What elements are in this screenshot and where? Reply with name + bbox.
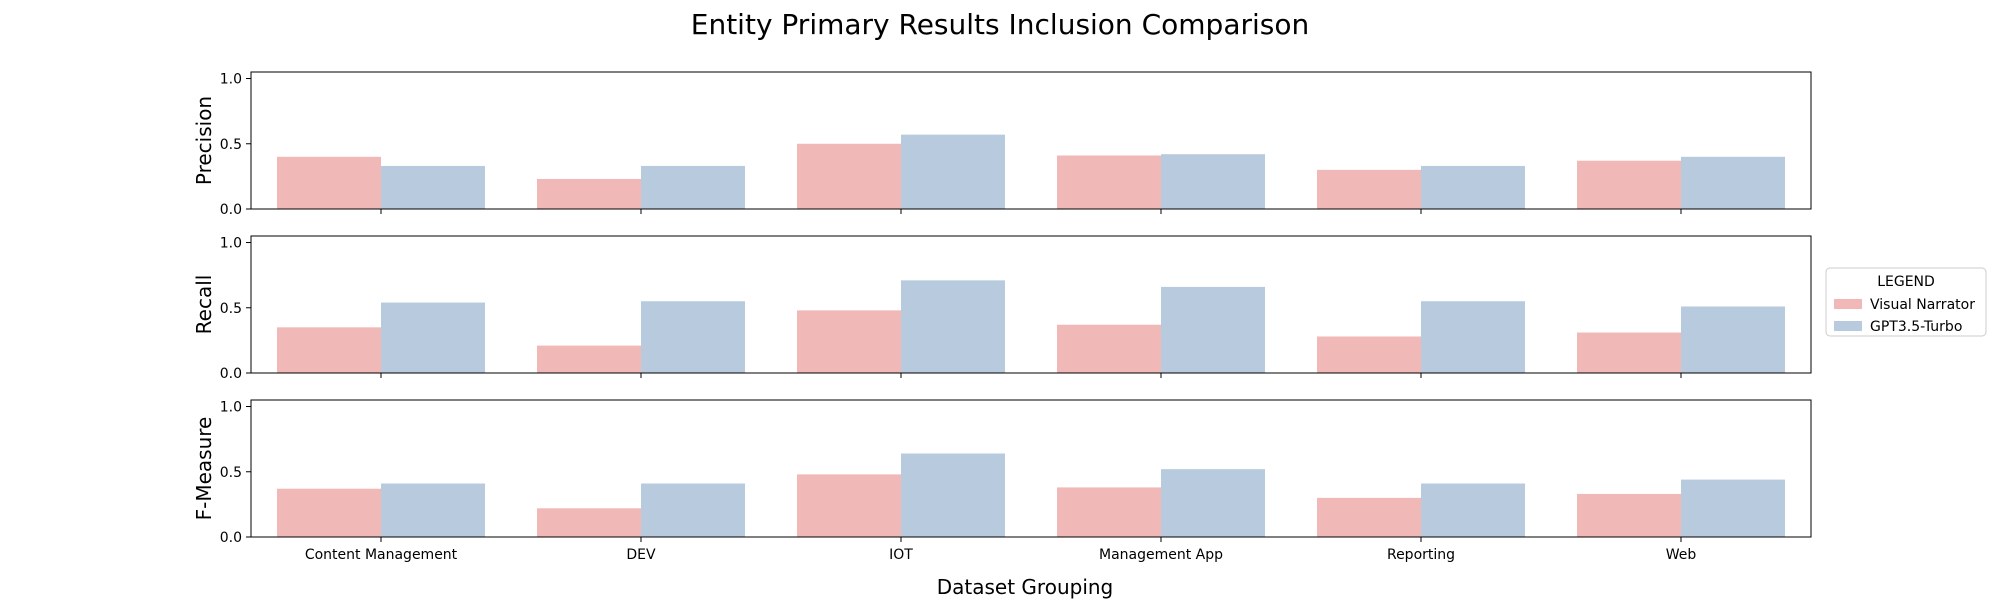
subplot-f-measure: 0.0 0.5 1.0F-Measure bbox=[192, 399, 1812, 546]
subplot-panels: 0.00.51.0Precision0.00.51.0Recall0.00.51… bbox=[192, 71, 1812, 563]
bar-recall-visual-narrator-content-management bbox=[277, 327, 381, 373]
bar-f-measure-gpt3-5-turbo-web bbox=[1681, 479, 1785, 537]
bar-f-measure-gpt3-5-turbo-dev bbox=[641, 483, 745, 537]
axes-frame-recall bbox=[250, 235, 1812, 374]
y-tick-label: 0.5 bbox=[220, 465, 242, 481]
bar-recall-gpt3-5-turbo-reporting bbox=[1421, 301, 1525, 373]
bar-precision-gpt3-5-turbo-content-management bbox=[381, 165, 485, 209]
bar-precision-gpt3-5-turbo-reporting bbox=[1421, 165, 1525, 209]
y-tick-label: 1.0 bbox=[220, 72, 242, 88]
y-tick-label: 0.5 bbox=[220, 301, 242, 317]
chart-title: Entity Primary Results Inclusion Compari… bbox=[691, 8, 1309, 41]
bar-recall-gpt3-5-turbo-management-app bbox=[1161, 286, 1265, 373]
bar-f-measure-visual-narrator-web bbox=[1577, 493, 1681, 537]
legend: LEGEND Visual Narrator GPT3.5-Turbo bbox=[1825, 267, 1987, 337]
bar-precision-visual-narrator-web bbox=[1577, 160, 1681, 209]
bar-recall-gpt3-5-turbo-dev bbox=[641, 301, 745, 373]
y-axis-label-precision: Precision bbox=[192, 96, 216, 185]
bar-recall-gpt3-5-turbo-content-management bbox=[381, 302, 485, 373]
legend-box bbox=[1825, 267, 1987, 337]
x-tick-label-dev: DEV bbox=[626, 547, 656, 563]
bar-precision-visual-narrator-iot bbox=[797, 143, 901, 209]
bar-precision-gpt3-5-turbo-management-app bbox=[1161, 154, 1265, 209]
axes-frame-f-measure bbox=[250, 399, 1812, 538]
legend-label-visual-narrator: Visual Narrator bbox=[1870, 297, 1975, 313]
subplot-recall: 0.0 0.5 1.0 Recall bbox=[192, 235, 1812, 382]
bar-f-measure-visual-narrator-reporting bbox=[1317, 497, 1421, 537]
legend-label-gpt3-5-turbo: GPT3.5-Turbo bbox=[1870, 319, 1962, 335]
y-tick-label: 0.0 bbox=[220, 366, 242, 382]
bar-precision-visual-narrator-dev bbox=[537, 178, 641, 209]
bar-recall-visual-narrator-dev bbox=[537, 345, 641, 373]
bar-f-measure-visual-narrator-dev bbox=[537, 508, 641, 537]
y-tick-label: 0.0 bbox=[220, 202, 242, 218]
bar-f-measure-gpt3-5-turbo-reporting bbox=[1421, 483, 1525, 537]
bar-f-measure-gpt3-5-turbo-content-management bbox=[381, 483, 485, 537]
bar-recall-gpt3-5-turbo-web bbox=[1681, 306, 1785, 373]
bar-precision-visual-narrator-content-management bbox=[277, 156, 381, 209]
bar-f-measure-visual-narrator-management-app bbox=[1057, 487, 1161, 537]
bar-precision-gpt3-5-turbo-dev bbox=[641, 165, 745, 209]
bar-recall-visual-narrator-web bbox=[1577, 332, 1681, 373]
x-tick-label-iot: IOT bbox=[889, 547, 913, 563]
x-tick-label-reporting: Reporting bbox=[1387, 547, 1455, 563]
legend-swatch-gpt3-5-turbo bbox=[1834, 321, 1862, 331]
bar-recall-gpt3-5-turbo-iot bbox=[901, 280, 1005, 373]
bar-f-measure-visual-narrator-iot bbox=[797, 474, 901, 537]
bar-f-measure-visual-narrator-content-management bbox=[277, 488, 381, 537]
bar-recall-visual-narrator-iot bbox=[797, 310, 901, 373]
y-axis-label-f-measure: F-Measure bbox=[192, 417, 216, 521]
x-tick-label-web: Web bbox=[1666, 547, 1697, 563]
axes-frame-precision bbox=[250, 71, 1812, 210]
bar-precision-visual-narrator-reporting bbox=[1317, 169, 1421, 209]
x-axis-label: Dataset Grouping bbox=[937, 575, 1114, 599]
bar-precision-gpt3-5-turbo-iot bbox=[901, 134, 1005, 209]
x-tick-label-content-management: Content Management bbox=[305, 547, 458, 563]
bar-f-measure-gpt3-5-turbo-iot bbox=[901, 453, 1005, 537]
bar-recall-visual-narrator-reporting bbox=[1317, 336, 1421, 373]
y-tick-label: 1.0 bbox=[220, 236, 242, 252]
bar-precision-visual-narrator-management-app bbox=[1057, 155, 1161, 209]
bar-recall-visual-narrator-management-app bbox=[1057, 324, 1161, 373]
bar-f-measure-gpt3-5-turbo-management-app bbox=[1161, 469, 1265, 537]
y-axis-label-recall: Recall bbox=[192, 275, 216, 335]
y-tick-label: 1.0 bbox=[220, 400, 242, 416]
x-tick-label-management-app: Management App bbox=[1099, 547, 1223, 563]
bar-precision-gpt3-5-turbo-web bbox=[1681, 156, 1785, 209]
legend-title: LEGEND bbox=[1877, 274, 1935, 290]
legend-swatch-visual-narrator bbox=[1834, 299, 1862, 309]
y-tick-label: 0.0 bbox=[220, 530, 242, 546]
y-tick-label: 0.5 bbox=[220, 137, 242, 153]
